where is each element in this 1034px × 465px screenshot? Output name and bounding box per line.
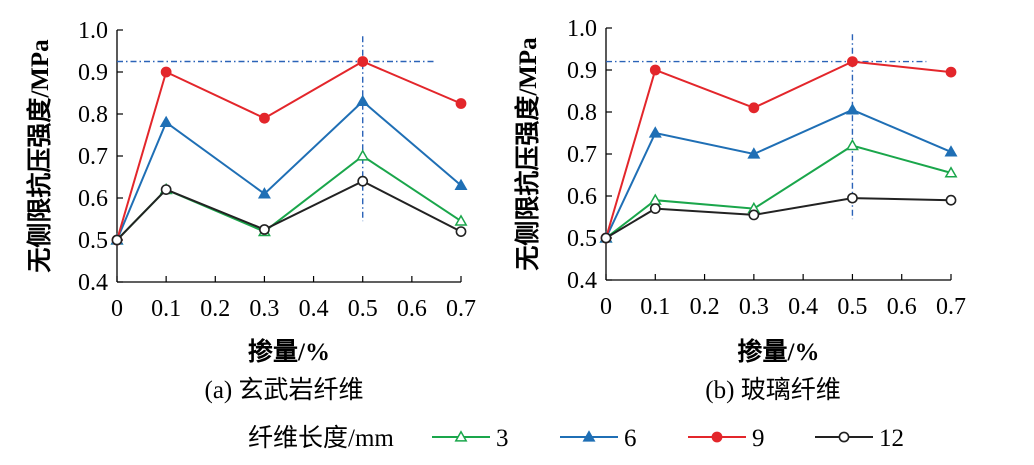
x-tick-label: 0.1 bbox=[151, 296, 181, 322]
y-tick-label: 0.7 bbox=[567, 142, 597, 168]
data-point-3 bbox=[944, 166, 958, 178]
series-line-3 bbox=[605, 144, 952, 239]
x-tick-label: 0.1 bbox=[640, 294, 670, 320]
data-point-12 bbox=[945, 194, 957, 206]
legend-label-12: 12 bbox=[879, 425, 904, 452]
y-tick-label: 0.5 bbox=[567, 226, 597, 252]
series-line-6 bbox=[605, 108, 952, 239]
y-tick-label: 0.9 bbox=[567, 58, 597, 84]
data-point-9 bbox=[259, 112, 270, 124]
x-tick-label: 0.2 bbox=[200, 296, 230, 322]
legend-title: 纤维长度/mm bbox=[248, 424, 394, 452]
data-point-12 bbox=[748, 209, 760, 221]
data-point-3 bbox=[845, 138, 859, 151]
data-point-6 bbox=[356, 94, 370, 107]
data-point-9 bbox=[748, 102, 760, 114]
x-tick-label: 0.4 bbox=[788, 294, 818, 320]
data-point-3 bbox=[454, 214, 468, 226]
y-tick-label: 1.0 bbox=[78, 18, 108, 44]
x-tick-label: 0.4 bbox=[299, 296, 329, 322]
data-point-12 bbox=[847, 192, 858, 204]
y-axis-label: 无侧限抗压强度/MPa bbox=[25, 39, 54, 273]
legend-label-6: 6 bbox=[624, 425, 637, 452]
legend-label-3: 3 bbox=[496, 425, 509, 452]
legend-label-9: 9 bbox=[752, 425, 765, 452]
data-point-12 bbox=[357, 175, 369, 187]
data-point-6 bbox=[747, 147, 761, 159]
data-point-6 bbox=[159, 115, 173, 128]
data-point-9 bbox=[847, 56, 858, 67]
x-axis-label: 掺量/% bbox=[738, 337, 820, 366]
legend-marker-3 bbox=[454, 430, 468, 442]
data-point-12 bbox=[259, 224, 270, 235]
data-point-6 bbox=[454, 178, 468, 191]
data-point-12 bbox=[160, 184, 172, 195]
x-tick-label: 0.6 bbox=[887, 294, 917, 320]
data-point-9 bbox=[357, 56, 369, 67]
data-point-9 bbox=[160, 66, 172, 78]
chart-panel-a: 0.4 0.5 0.6 0.7 0.8 0.9 1.0 0 0.1 0.2 0.3 0.4 0.5 0.6… bbox=[25, 18, 476, 404]
x-axis-label: 掺量/% bbox=[248, 337, 330, 366]
data-point-3 bbox=[356, 149, 370, 161]
data-point-12 bbox=[111, 234, 123, 246]
data-point-6 bbox=[648, 126, 662, 138]
data-point-9 bbox=[455, 98, 467, 109]
y-tick-label: 0.5 bbox=[78, 228, 108, 254]
x-tick-label: 0.7 bbox=[446, 296, 476, 322]
x-tick-label: 0 bbox=[600, 294, 612, 320]
y-tick-label: 0.8 bbox=[78, 102, 108, 128]
data-point-12 bbox=[600, 232, 612, 244]
y-tick-label: 0.4 bbox=[567, 268, 597, 294]
panel-caption: (a) 玄武岩纤维 bbox=[205, 376, 364, 404]
data-point-9 bbox=[945, 66, 957, 78]
y-tick-label: 0.8 bbox=[567, 100, 597, 126]
y-tick-label: 1.0 bbox=[567, 16, 597, 42]
x-tick-label: 0.3 bbox=[249, 296, 279, 322]
data-point-9 bbox=[649, 64, 661, 76]
x-tick-label: 0.2 bbox=[690, 294, 720, 320]
data-point-6 bbox=[257, 187, 271, 199]
x-tick-label: 0.7 bbox=[936, 294, 966, 320]
x-tick-label: 0 bbox=[111, 296, 123, 322]
x-tick-label: 0.6 bbox=[397, 296, 427, 322]
chart-panel-b: 0.4 0.5 0.6 0.7 0.8 0.9 1.0 0 0.1 0.2 0.3 0.4 0.5 0.6… bbox=[513, 16, 966, 404]
series-line-3 bbox=[116, 154, 462, 241]
legend: 纤维长度/mm 3 6 9 12 bbox=[248, 424, 904, 452]
y-tick-label: 0.6 bbox=[78, 186, 108, 212]
data-point-6 bbox=[944, 145, 958, 157]
y-tick-label: 0.7 bbox=[78, 144, 108, 170]
data-point-12 bbox=[455, 226, 467, 237]
legend-marker-12 bbox=[838, 431, 850, 443]
panel-caption: (b) 玻璃纤维 bbox=[705, 376, 840, 404]
x-tick-label: 0.5 bbox=[837, 294, 867, 320]
data-point-12 bbox=[649, 203, 661, 214]
legend-marker-9 bbox=[711, 431, 723, 443]
legend-marker-6 bbox=[582, 430, 596, 442]
y-tick-label: 0.6 bbox=[567, 184, 597, 210]
y-tick-label: 0.4 bbox=[78, 270, 108, 296]
y-tick-label: 0.9 bbox=[78, 60, 108, 86]
x-tick-label: 0.5 bbox=[348, 296, 378, 322]
y-axis-label: 无侧限抗压强度/MPa bbox=[513, 37, 542, 271]
data-point-6 bbox=[845, 103, 859, 115]
x-tick-label: 0.3 bbox=[739, 294, 769, 320]
